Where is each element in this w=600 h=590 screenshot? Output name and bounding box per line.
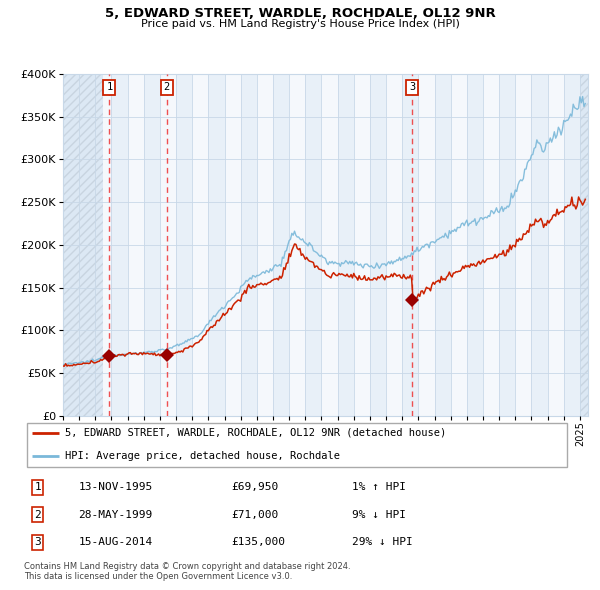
Bar [370, 74, 386, 416]
Bar [499, 74, 515, 416]
Bar [160, 74, 176, 416]
Bar [434, 74, 451, 416]
Text: 1: 1 [106, 83, 112, 93]
FancyBboxPatch shape [27, 422, 567, 467]
Text: 28-MAY-1999: 28-MAY-1999 [79, 510, 153, 520]
Bar [128, 74, 144, 416]
Text: 9% ↓ HPI: 9% ↓ HPI [352, 510, 406, 520]
Bar [580, 74, 588, 416]
Bar [322, 74, 338, 416]
Bar [515, 74, 532, 416]
Bar [483, 74, 499, 416]
Bar [112, 74, 128, 416]
Bar [63, 74, 103, 416]
Bar [532, 74, 548, 416]
Text: 13-NOV-1995: 13-NOV-1995 [79, 483, 153, 493]
Bar [580, 74, 596, 416]
Bar [63, 74, 79, 416]
Bar [354, 74, 370, 416]
Text: 2: 2 [163, 83, 170, 93]
Bar [79, 74, 95, 416]
Text: 3: 3 [409, 83, 415, 93]
Bar [402, 74, 418, 416]
Bar [144, 74, 160, 416]
Bar [273, 74, 289, 416]
Bar [192, 74, 208, 416]
Bar [63, 74, 103, 416]
Bar [418, 74, 434, 416]
Bar [564, 74, 580, 416]
Text: 2: 2 [34, 510, 41, 520]
Bar [241, 74, 257, 416]
Text: HPI: Average price, detached house, Rochdale: HPI: Average price, detached house, Roch… [65, 451, 340, 461]
Text: 1% ↑ HPI: 1% ↑ HPI [352, 483, 406, 493]
Text: £69,950: £69,950 [232, 483, 279, 493]
Text: 29% ↓ HPI: 29% ↓ HPI [352, 537, 412, 547]
Text: 15-AUG-2014: 15-AUG-2014 [79, 537, 153, 547]
Bar [580, 74, 588, 416]
Bar [95, 74, 112, 416]
Bar [338, 74, 354, 416]
Bar [467, 74, 483, 416]
Text: Price paid vs. HM Land Registry's House Price Index (HPI): Price paid vs. HM Land Registry's House … [140, 19, 460, 29]
Text: 5, EDWARD STREET, WARDLE, ROCHDALE, OL12 9NR (detached house): 5, EDWARD STREET, WARDLE, ROCHDALE, OL12… [65, 428, 446, 438]
Bar [305, 74, 322, 416]
Text: 3: 3 [34, 537, 41, 547]
Bar [224, 74, 241, 416]
Bar [451, 74, 467, 416]
Text: Contains HM Land Registry data © Crown copyright and database right 2024.
This d: Contains HM Land Registry data © Crown c… [24, 562, 350, 581]
Bar [386, 74, 402, 416]
Text: 1: 1 [34, 483, 41, 493]
Bar [548, 74, 564, 416]
Text: 5, EDWARD STREET, WARDLE, ROCHDALE, OL12 9NR: 5, EDWARD STREET, WARDLE, ROCHDALE, OL12… [104, 7, 496, 20]
Bar [176, 74, 192, 416]
Bar [289, 74, 305, 416]
Bar [208, 74, 224, 416]
Text: £135,000: £135,000 [232, 537, 286, 547]
Bar [257, 74, 273, 416]
Text: £71,000: £71,000 [232, 510, 279, 520]
